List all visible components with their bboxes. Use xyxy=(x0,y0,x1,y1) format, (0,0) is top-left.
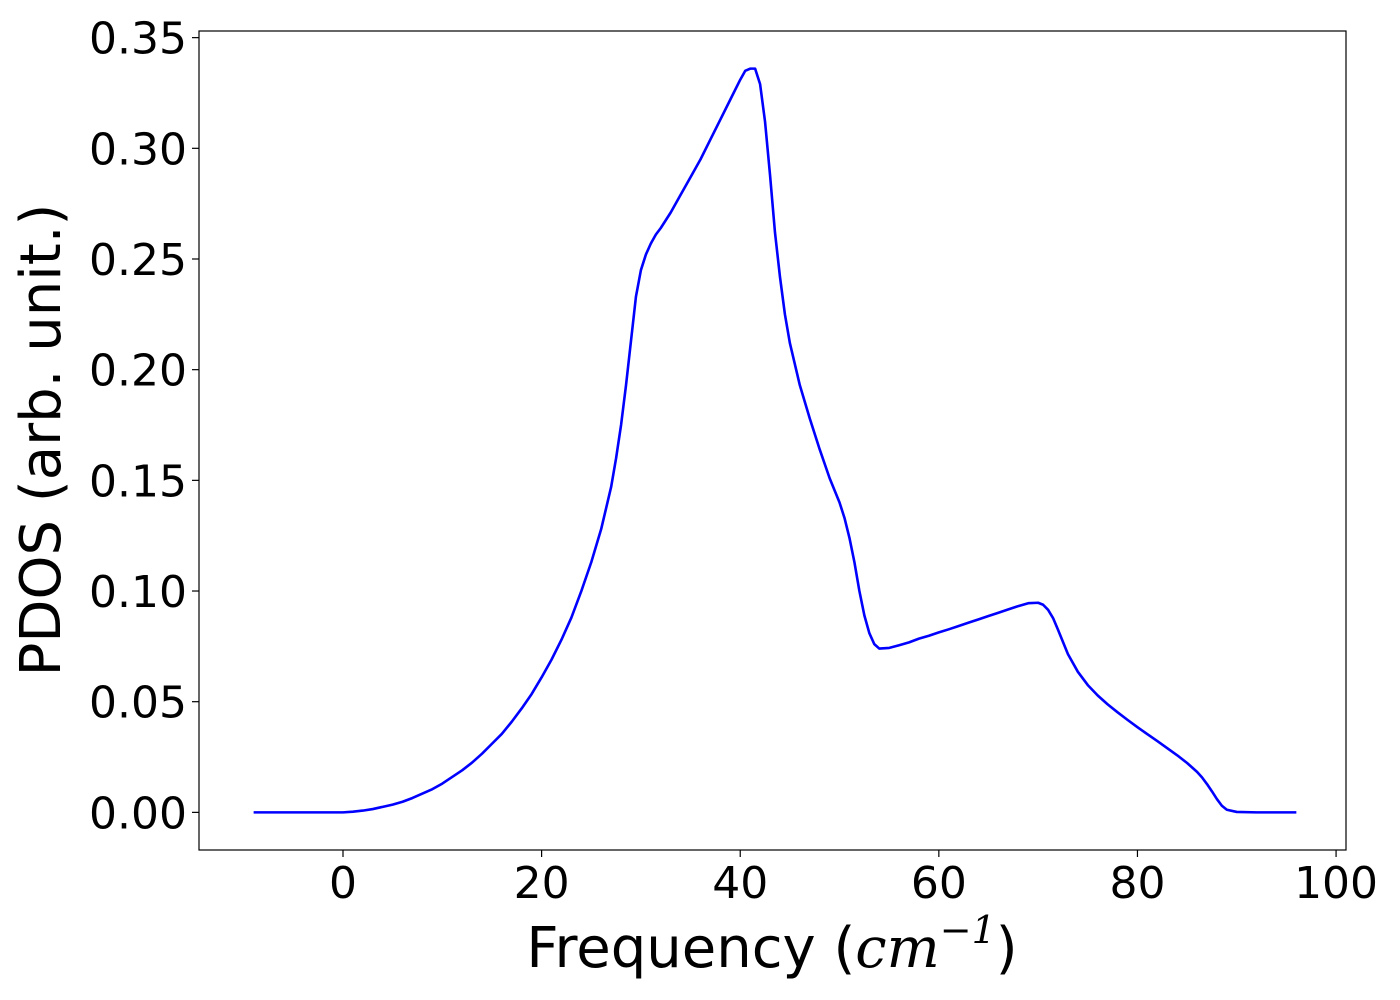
x-tick-label: 40 xyxy=(712,858,768,909)
y-axis: 0.00 0.05 0.10 0.15 0.20 0.25 0.30 0.35 xyxy=(89,14,199,839)
x-axis-title: Frequency (cm−1) xyxy=(526,908,1017,981)
y-tick-label: 0.00 xyxy=(89,788,187,839)
x-tick-label: 20 xyxy=(514,858,570,909)
x-tick-label: 60 xyxy=(911,858,967,909)
y-tick-label: 0.15 xyxy=(89,456,187,507)
y-axis-title: PDOS (arb. unit.) xyxy=(9,204,74,677)
x-tick-label: 0 xyxy=(329,858,357,909)
plot-frame xyxy=(198,30,1347,851)
y-tick-label: 0.10 xyxy=(89,567,187,618)
x-axis: 0 20 40 60 80 100 xyxy=(329,850,1378,909)
y-tick-label: 0.30 xyxy=(89,124,187,175)
x-tick-label: 80 xyxy=(1109,858,1165,909)
x-tick-label: 100 xyxy=(1294,858,1378,909)
series-line-0 xyxy=(253,67,1297,814)
plot-area xyxy=(253,67,1297,814)
y-tick-label: 0.20 xyxy=(89,346,187,397)
y-tick-label: 0.25 xyxy=(89,235,187,286)
y-tick-label: 0.35 xyxy=(89,14,187,65)
y-tick-label: 0.05 xyxy=(89,678,187,729)
